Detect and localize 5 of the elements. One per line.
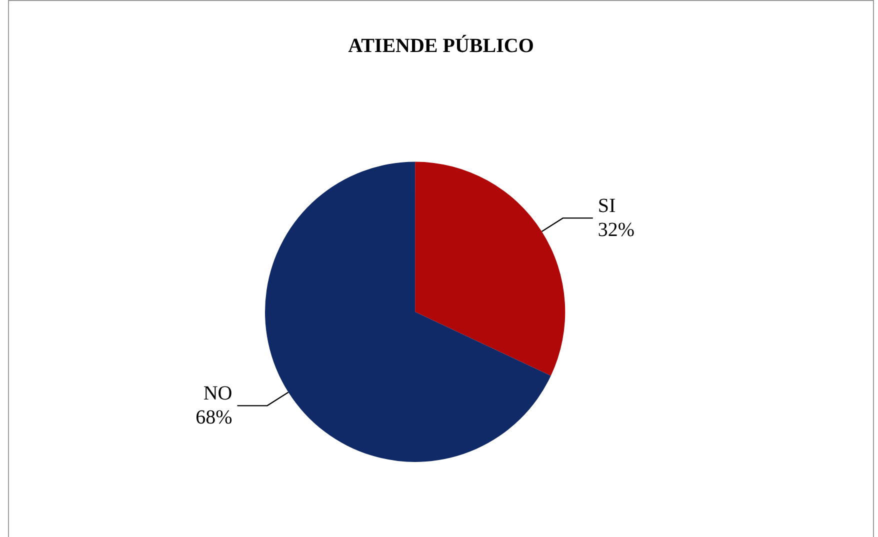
data-label: 32% (598, 219, 635, 242)
chart-title: ATIENDE PÚBLICO (348, 34, 534, 57)
slice-label: NO (203, 382, 232, 405)
slice-label: SI (598, 195, 616, 218)
data-label: 68% (196, 406, 232, 429)
